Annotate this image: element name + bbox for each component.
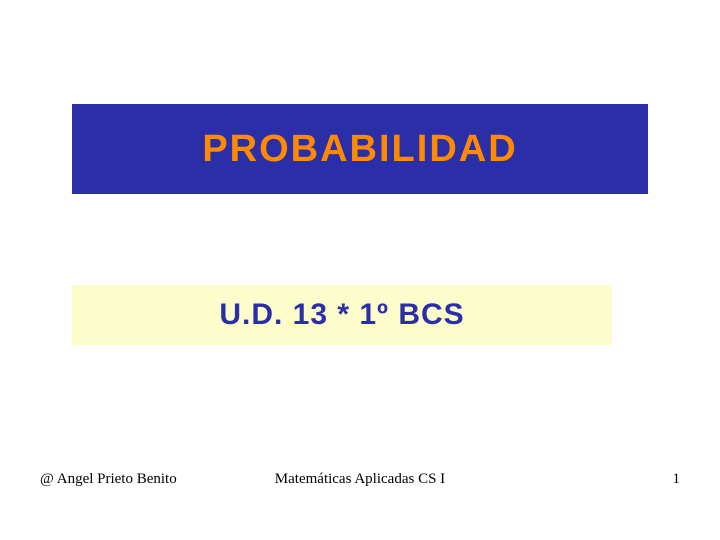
slide: PROBABILIDAD U.D. 13 * 1º BCS @ Angel Pr… (0, 0, 720, 540)
subtitle-text: U.D. 13 * 1º BCS (219, 298, 464, 332)
title-box: PROBABILIDAD (72, 104, 648, 194)
footer: @ Angel Prieto Benito Matemáticas Aplica… (0, 464, 720, 488)
slide-number: 1 (673, 471, 681, 488)
footer-subject: Matemáticas Aplicadas CS I (0, 471, 720, 488)
subtitle-box: U.D. 13 * 1º BCS (72, 285, 612, 345)
title-text: PROBABILIDAD (202, 128, 517, 171)
